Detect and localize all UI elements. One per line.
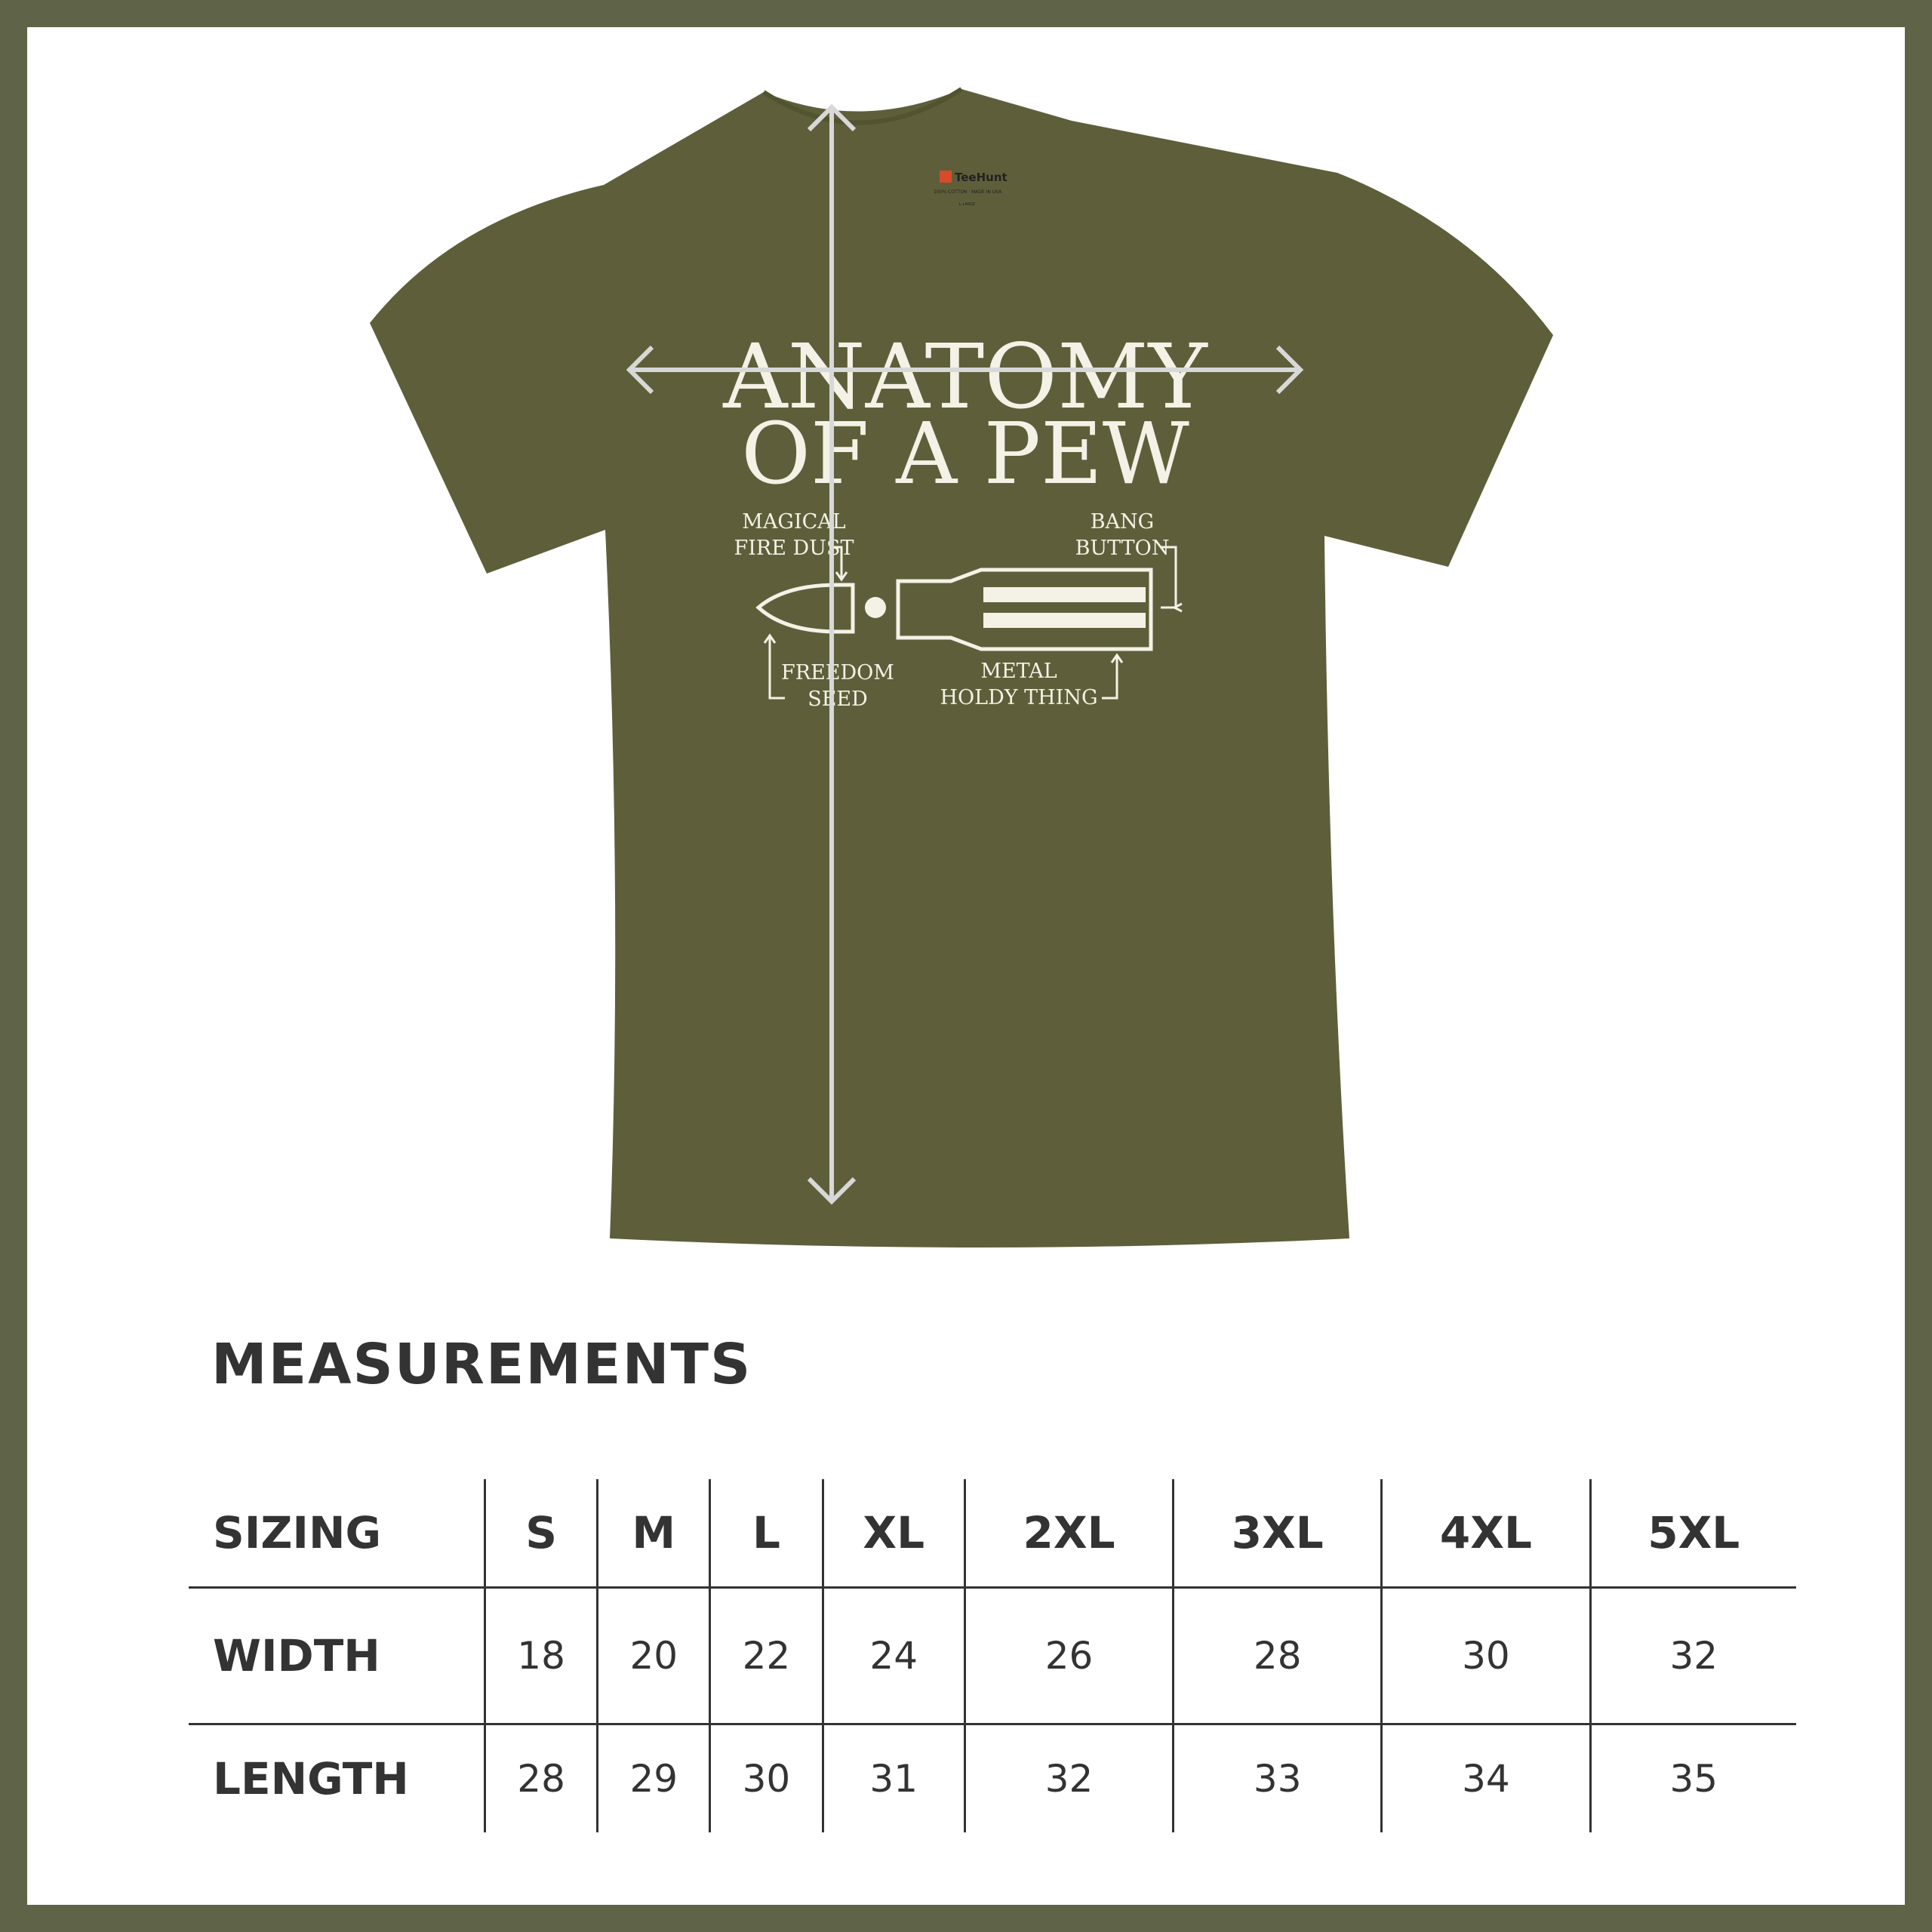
header-cell: 3XL xyxy=(1172,1479,1382,1588)
print-title-line2: OF A PEW xyxy=(741,405,1189,503)
cell: 30 xyxy=(709,1723,823,1832)
cell: 34 xyxy=(1380,1723,1591,1832)
bullet-tip xyxy=(755,583,855,634)
cell: 31 xyxy=(821,1723,965,1832)
tshirt-body xyxy=(370,89,1553,1247)
table-header-row: SIZING S M L XL 2XL 3XL 4XL 5XL xyxy=(189,1479,1796,1588)
header-cell: 5XL xyxy=(1589,1479,1796,1588)
svg-text:BANG: BANG xyxy=(1091,510,1155,534)
row-label: WIDTH xyxy=(189,1586,485,1724)
svg-text:MAGICAL: MAGICAL xyxy=(742,510,846,534)
svg-text:SEED: SEED xyxy=(808,688,868,711)
table-row-width: WIDTH 18 20 22 24 26 28 30 32 xyxy=(189,1586,1796,1724)
cell: 26 xyxy=(963,1586,1174,1724)
cell: 32 xyxy=(1589,1586,1796,1724)
header-cell: S xyxy=(483,1479,598,1588)
neck-tag: TeeHunt 100% COTTON MADE IN USA L-LARGE xyxy=(934,171,1008,207)
cell: 32 xyxy=(963,1723,1174,1832)
header-cell: SIZING xyxy=(213,1507,382,1558)
print-title-line1: ANATOMY xyxy=(722,325,1208,429)
shirt-print: ANATOMY OF A PEW MAGICAL FIRE DUST BANG … xyxy=(722,325,1208,711)
cell: 28 xyxy=(1172,1586,1382,1724)
svg-text:FREEDOM: FREEDOM xyxy=(781,661,894,685)
length-arrow xyxy=(807,103,857,1205)
svg-text:HOLDY THING: HOLDY THING xyxy=(940,686,1097,709)
header-cell: 4XL xyxy=(1380,1479,1591,1588)
width-arrow xyxy=(626,345,1304,395)
svg-text:TeeHunt: TeeHunt xyxy=(955,171,1008,184)
cell: 29 xyxy=(596,1723,710,1832)
cell: 24 xyxy=(821,1586,965,1724)
cell: 33 xyxy=(1172,1723,1382,1832)
table-row-length: LENGTH 28 29 30 31 32 33 34 35 xyxy=(189,1723,1796,1832)
measurements-title: MEASUREMENTS xyxy=(211,1332,752,1397)
bullet-casing xyxy=(896,568,1153,651)
cell: 18 xyxy=(483,1586,598,1724)
svg-text:100% COTTON: 100% COTTON xyxy=(934,189,967,195)
header-cell: L xyxy=(709,1479,823,1588)
svg-text:L-LARGE: L-LARGE xyxy=(959,202,975,207)
collar xyxy=(762,87,963,125)
cell: 28 xyxy=(483,1723,598,1832)
header-cell: 2XL xyxy=(963,1479,1174,1588)
tshirt-image: TeeHunt 100% COTTON MADE IN USA L-LARGE … xyxy=(370,87,1553,1247)
header-cell: XL xyxy=(821,1479,965,1588)
svg-text:METAL: METAL xyxy=(980,660,1057,683)
svg-text:MADE IN USA: MADE IN USA xyxy=(971,189,1002,195)
header-cell: M xyxy=(596,1479,710,1588)
row-label: LENGTH xyxy=(189,1723,485,1832)
cell: 22 xyxy=(709,1586,823,1724)
svg-text:BUTTON: BUTTON xyxy=(1075,537,1170,560)
cell: 35 xyxy=(1589,1723,1796,1832)
cell: 20 xyxy=(596,1586,710,1724)
size-chart-table: SIZING S M L XL 2XL 3XL 4XL 5XL WIDTH 18… xyxy=(189,1479,1796,1832)
cell: 30 xyxy=(1380,1586,1591,1724)
